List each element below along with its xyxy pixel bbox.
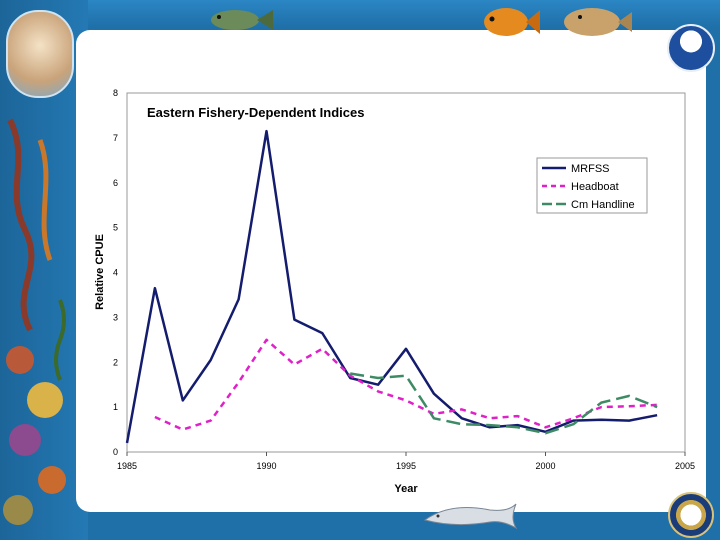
legend: MRFSS Headboat Cm Handline (536, 157, 648, 214)
x-tick-label: 2000 (535, 461, 555, 471)
x-tick-label: 1990 (256, 461, 276, 471)
y-tick-label: 1 (113, 402, 118, 412)
coral-reef-decoration (3, 118, 66, 525)
y-tick-label: 6 (113, 178, 118, 188)
noaa-logo-icon (667, 24, 715, 72)
y-tick-label: 2 (113, 357, 118, 367)
y-tick-label: 5 (113, 223, 118, 233)
y-tick-label: 0 (113, 447, 118, 457)
series-line-mrfss (125, 129, 658, 444)
legend-label: Headboat (571, 181, 619, 193)
x-tick-label: 1985 (117, 461, 137, 471)
orange-fish-icon (484, 8, 540, 36)
commerce-seal-icon (668, 492, 714, 538)
series-line-cm-handline (350, 372, 658, 435)
fish-top-icon (211, 10, 273, 30)
y-tick-label: 8 (113, 88, 118, 98)
y-tick-label: 7 (113, 133, 118, 143)
hands-holding-fish-icon (6, 10, 74, 98)
y-tick-label: 4 (113, 268, 118, 278)
plot-area (126, 92, 686, 453)
legend-label: Cm Handline (571, 199, 635, 211)
flounder-icon (564, 8, 632, 36)
chart-title: Eastern Fishery-Dependent Indices (147, 105, 364, 120)
x-tick-label: 2005 (675, 461, 695, 471)
legend-label: MRFSS (571, 163, 610, 175)
x-axis-label: Year (394, 483, 418, 495)
y-tick-label: 3 (113, 312, 118, 322)
dolphin-icon (423, 503, 518, 530)
x-tick-label: 1995 (396, 461, 416, 471)
y-axis-label: Relative CPUE (94, 234, 106, 310)
